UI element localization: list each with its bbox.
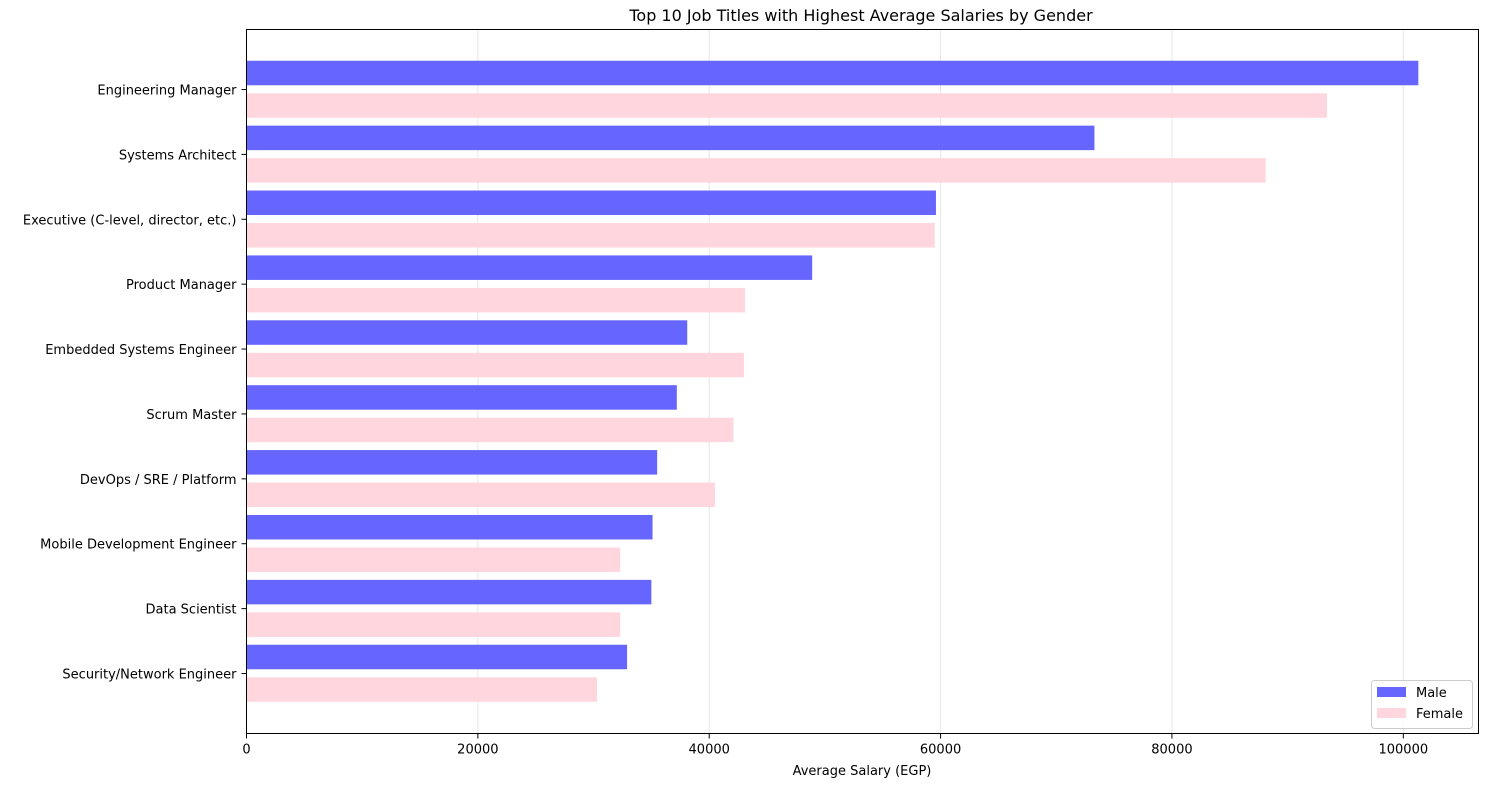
y-tick-label: Mobile Development Engineer: [40, 538, 237, 553]
legend-label-female: Female: [1416, 707, 1463, 722]
bar-female: [246, 612, 621, 637]
legend-swatch-female: [1377, 708, 1406, 718]
x-axis-label: Average Salary (EGP): [793, 764, 932, 779]
y-tick-label: Embedded Systems Engineer: [45, 343, 237, 358]
bar-female: [246, 677, 598, 702]
bar-female: [246, 223, 935, 248]
x-tick-label: 0: [242, 743, 250, 758]
plot-area-frame: [246, 29, 1479, 734]
y-tick-label: Systems Architect: [119, 148, 237, 163]
bar-female: [246, 352, 744, 378]
y-tick-label: Security/Network Engineer: [62, 668, 237, 683]
bar-female: [246, 547, 621, 572]
bar-female: [246, 482, 716, 508]
legend-swatch-male: [1377, 687, 1406, 697]
bars: [246, 60, 1419, 702]
bar-female: [246, 287, 746, 313]
legend-label-male: Male: [1416, 686, 1447, 701]
y-tick-label: DevOps / SRE / Platform: [80, 473, 237, 488]
x-axis: 0 20000 40000 60000 80000 100000: [242, 733, 1428, 758]
y-tick-label: Engineering Manager: [97, 84, 237, 99]
x-tick-label: 100000: [1378, 743, 1428, 758]
x-tick-label: 20000: [457, 743, 498, 758]
bar-male: [246, 60, 1419, 86]
bar-male: [246, 255, 813, 280]
bar-male: [246, 125, 1095, 151]
y-tick-label: Executive (C-level, director, etc.): [23, 213, 237, 228]
x-tick-label: 80000: [1151, 743, 1192, 758]
bar-male: [246, 450, 658, 475]
bar-male: [246, 190, 936, 216]
legend: Male Female: [1371, 680, 1473, 729]
bar-female: [246, 158, 1266, 183]
x-tick-label: 60000: [920, 743, 961, 758]
bar-male: [246, 644, 628, 670]
y-tick-label: Product Manager: [126, 278, 237, 293]
chart-title: Top 10 Job Titles with Highest Average S…: [628, 6, 1093, 25]
y-axis: Engineering Manager Systems Architect Exec…: [23, 84, 247, 683]
bar-female: [246, 417, 734, 443]
x-tick-label: 40000: [689, 743, 730, 758]
bar-male: [246, 514, 653, 540]
bar-male: [246, 385, 677, 410]
y-tick-label: Scrum Master: [146, 408, 237, 423]
bar-female: [246, 93, 1327, 118]
bar-male: [246, 579, 652, 605]
bar-male: [246, 320, 688, 345]
y-tick-label: Data Scientist: [146, 603, 237, 618]
